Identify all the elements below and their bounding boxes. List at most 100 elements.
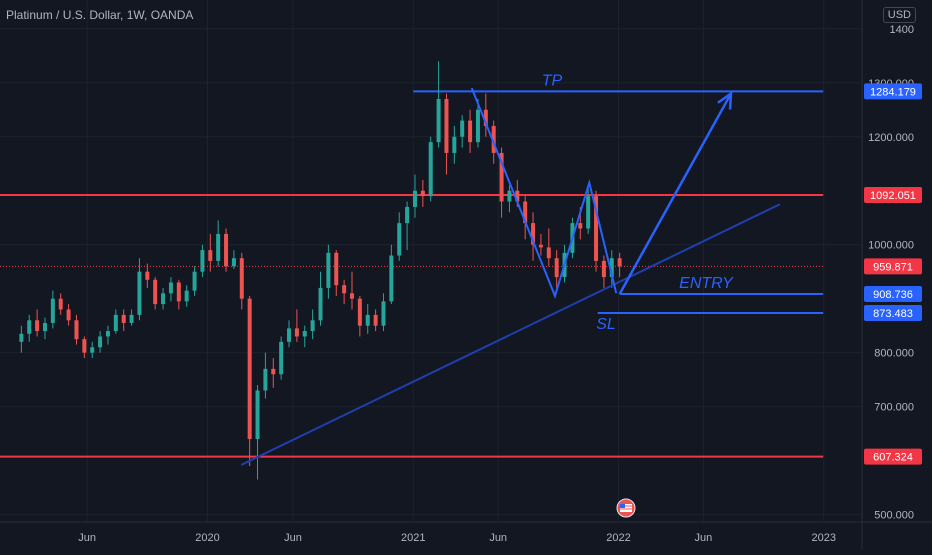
price-label: 1284.179 [870, 86, 916, 98]
arrow-head [717, 91, 733, 110]
candle-body [318, 287, 323, 321]
candle-body [161, 293, 166, 305]
candle-body [121, 314, 126, 323]
price-label-box [864, 83, 922, 100]
candle-body [239, 258, 244, 299]
candle-body [58, 298, 63, 310]
candle-body [538, 244, 543, 248]
candle-body [523, 201, 528, 224]
arrow-shaft [618, 92, 733, 295]
price-label-box [864, 305, 922, 322]
candle-body [594, 196, 599, 261]
candle-body [586, 196, 591, 229]
candle-body [436, 98, 441, 143]
price-label: 1092.051 [870, 190, 916, 202]
candle-body [153, 279, 158, 305]
candle-body [531, 223, 536, 245]
candle-body [208, 250, 213, 261]
candle-body [334, 252, 339, 286]
y-tick-label: 1400 [890, 24, 914, 36]
candle-body [105, 331, 110, 337]
level-text-label: SL [596, 316, 616, 333]
candle-body [231, 258, 236, 267]
drawing-layer [240, 87, 781, 466]
y-tick-label: 700.000 [874, 402, 914, 414]
candle-body [200, 250, 205, 272]
candle-body [176, 282, 181, 302]
candle-body [224, 233, 229, 267]
candle-body [357, 298, 362, 326]
level-layer [0, 90, 824, 458]
candle-body [326, 252, 331, 288]
candle-body [66, 309, 71, 321]
candle-body [428, 142, 433, 197]
candle-body [98, 336, 103, 348]
candle-body [578, 223, 583, 229]
candle-body [294, 328, 299, 337]
candle-body [617, 258, 622, 267]
price-label: 873.483 [873, 308, 913, 320]
candle-body [19, 333, 24, 342]
x-tick-label: 2021 [401, 532, 425, 544]
candle-body [168, 282, 173, 294]
price-label-box [864, 448, 922, 465]
level-text-label: TP [542, 72, 563, 89]
candle-layer [19, 61, 622, 480]
us-flag-icon[interactable] [616, 498, 636, 518]
x-tick-label: Jun [284, 532, 302, 544]
candle-body [468, 120, 473, 143]
chart-title: Platinum / U.S. Dollar, 1W, OANDA [6, 8, 194, 22]
candle-body [192, 271, 197, 291]
candle-body [74, 320, 79, 340]
currency-badge[interactable]: USD [882, 7, 916, 23]
x-tick-label: Jun [695, 532, 713, 544]
candle-body [475, 109, 480, 143]
price-label: 959.871 [873, 261, 913, 273]
candle-body [554, 258, 559, 278]
candle-body [129, 314, 134, 323]
candle-body [389, 255, 394, 302]
price-label-box [864, 258, 922, 275]
price-label-box [864, 285, 922, 302]
candle-body [90, 347, 95, 353]
candle-body [365, 314, 370, 326]
x-tick-label: Jun [78, 532, 96, 544]
candle-body [609, 258, 614, 278]
candle-body [483, 109, 488, 126]
candle-body [279, 341, 284, 375]
candle-body [412, 190, 417, 207]
candle-body [515, 190, 520, 202]
candle-body [255, 390, 260, 440]
candle-body [397, 223, 402, 256]
candle-body [507, 190, 512, 202]
candle-body [263, 368, 268, 391]
candle-body [373, 314, 378, 326]
candle-body [271, 368, 276, 375]
candle-body [491, 125, 496, 153]
candle-body [27, 320, 32, 334]
candle-body [546, 247, 551, 259]
trendline [240, 203, 781, 466]
candle-body [82, 339, 87, 353]
candle-body [349, 293, 354, 299]
candle-body [310, 320, 315, 332]
candle-body [113, 314, 118, 332]
level-text-label: ENTRY [679, 275, 734, 292]
y-tick-label: 1200.000 [868, 132, 914, 144]
y-tick-label: 800.000 [874, 348, 914, 360]
candle-body [499, 152, 504, 202]
y-tick-label: 500.000 [874, 510, 914, 522]
candle-body [405, 206, 410, 224]
candle-body [287, 328, 292, 342]
candle-body [247, 298, 252, 440]
candle-body [342, 285, 347, 294]
candle-body [444, 98, 449, 153]
candle-body [452, 136, 457, 153]
candle-body [302, 331, 307, 337]
candle-body [216, 233, 221, 261]
candle-body [381, 301, 386, 326]
candle-body [50, 298, 55, 323]
candle-body [184, 290, 189, 302]
